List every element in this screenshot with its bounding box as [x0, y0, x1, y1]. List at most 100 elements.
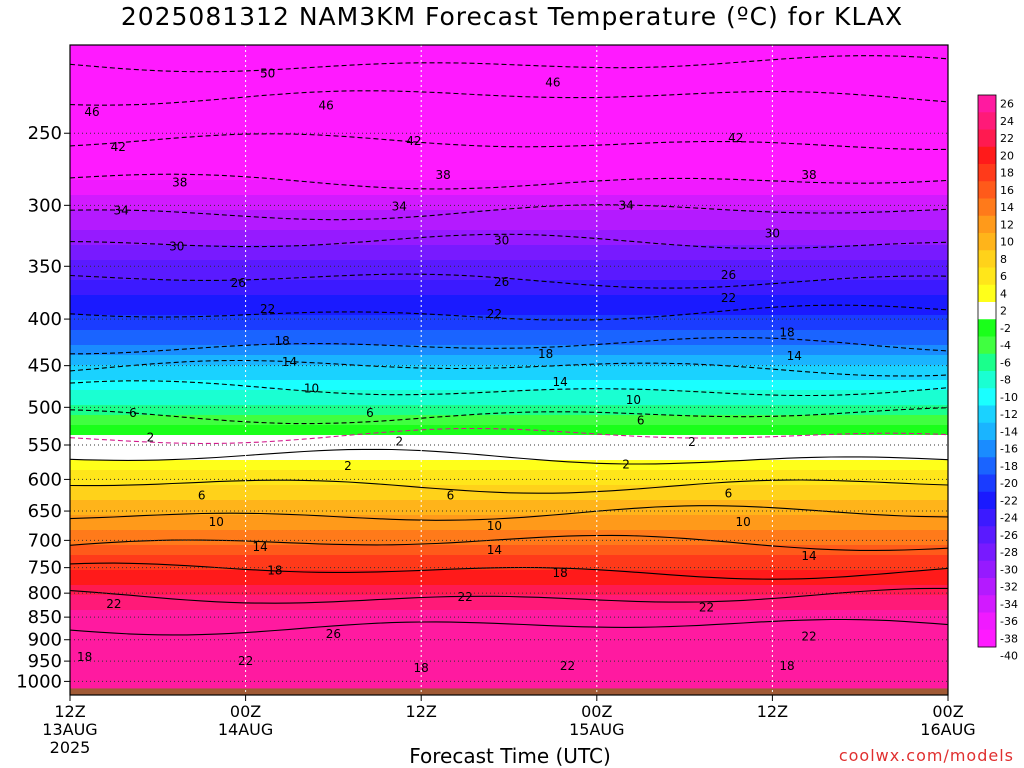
temp-band: [70, 230, 948, 236]
colorbar-label: -36: [1000, 615, 1018, 628]
temp-band: [70, 635, 948, 641]
plot-frame: [69, 44, 949, 696]
temp-band: [70, 215, 948, 221]
x-tick-label: 00Z: [230, 702, 261, 721]
contour-label: 30: [765, 226, 780, 240]
colorbar-label: 6: [1000, 270, 1007, 283]
isotherm-line: [70, 448, 948, 465]
contour-label: 2: [622, 458, 630, 472]
credit-link[interactable]: coolwx.com/models: [838, 746, 1014, 765]
colorbar-label: 12: [1000, 218, 1014, 231]
temp-band: [70, 120, 948, 126]
x-tick-label: 14AUG: [218, 720, 273, 739]
colorbar-swatch: [978, 233, 996, 251]
temp-band: [70, 320, 948, 326]
colorbar-label: -10: [1000, 391, 1018, 404]
temp-band: [70, 530, 948, 536]
chart-title: 2025081312 NAM3KM Forecast Temperature (…: [120, 2, 904, 31]
contour-label: 22: [106, 597, 121, 611]
x-axis-label: Forecast Time (UTC): [409, 744, 611, 768]
temp-band: [70, 550, 948, 556]
temp-band: [70, 205, 948, 211]
isotherm-line: [70, 173, 948, 190]
contour-label: 22: [260, 302, 275, 316]
temp-band: [70, 220, 948, 226]
temp-band: [70, 130, 948, 136]
temp-band: [70, 545, 948, 551]
isotherm-line: [70, 204, 948, 221]
temp-band: [70, 485, 948, 491]
temp-band: [70, 65, 948, 71]
isotherm-line: [70, 562, 948, 580]
colorbar-frame: [977, 94, 997, 648]
temp-band: [70, 465, 948, 471]
temp-band: [70, 375, 948, 381]
isotherm-line: [70, 90, 948, 106]
colorbar-swatch: [978, 457, 996, 475]
contour-label: 18: [275, 334, 290, 348]
temp-band: [70, 595, 948, 601]
colorbar-swatch: [978, 164, 996, 182]
y-tick-label: 750: [28, 558, 62, 579]
colorbar-swatch: [978, 388, 996, 406]
contour-label: 26: [231, 276, 246, 290]
temp-band: [70, 110, 948, 116]
contour-label: 30: [494, 234, 509, 248]
temp-band: [70, 210, 948, 216]
temp-band: [70, 360, 948, 366]
contour-label: 26: [494, 275, 509, 289]
colorbar-label: -40: [1000, 650, 1018, 663]
colorbar-label: -24: [1000, 512, 1018, 525]
temp-band: [70, 410, 948, 416]
contour-label: 6: [366, 406, 374, 420]
temp-band: [70, 45, 948, 51]
temp-band: [70, 425, 948, 431]
temp-band: [70, 285, 948, 291]
colorbar-swatch: [978, 405, 996, 424]
temp-band: [70, 160, 948, 166]
contour-label: 42: [111, 140, 126, 154]
colorbar-swatch: [978, 560, 996, 579]
colorbar-label: -2: [1000, 322, 1011, 335]
temp-band: [70, 575, 948, 581]
colorbar-label: 8: [1000, 253, 1007, 266]
colorbar-swatch: [978, 129, 996, 148]
x-tick-label: 12Z: [757, 702, 788, 721]
contour-label: 2: [688, 435, 696, 449]
temp-band: [70, 60, 948, 66]
temp-band: [70, 185, 948, 191]
contour-label: 26: [721, 268, 736, 282]
isotherm-line: [70, 505, 948, 521]
colorbar-swatch: [978, 198, 996, 217]
contour-label: 34: [114, 204, 129, 218]
temp-band: [70, 590, 948, 596]
temp-band: [70, 340, 948, 346]
isotherm-line: [70, 618, 948, 636]
y-tick-label: 250: [28, 123, 62, 144]
contour-label: 6: [129, 406, 137, 420]
colorbar-swatch: [978, 336, 996, 355]
colorbar-swatch: [978, 284, 996, 303]
y-tick-label: 350: [28, 256, 62, 277]
contour-label: 34: [392, 200, 407, 214]
contour-label: 42: [728, 131, 743, 145]
contour-label: 14: [282, 355, 297, 369]
colorbar-swatch: [978, 509, 996, 527]
x-tick-label: 12Z: [406, 702, 437, 721]
isotherm-line: [70, 55, 948, 73]
colorbar-swatch: [978, 474, 996, 493]
y-tick-label: 800: [28, 583, 62, 604]
temp-band: [70, 95, 948, 101]
temp-band: [70, 450, 948, 456]
temp-band: [70, 445, 948, 451]
x-tick-label: 16AUG: [920, 720, 975, 739]
contour-label: 14: [801, 549, 816, 563]
contour-label: 2: [395, 434, 403, 448]
colorbar-label: 10: [1000, 236, 1014, 249]
temp-band: [70, 150, 948, 156]
temp-band: [70, 140, 948, 146]
colorbar-label: -12: [1000, 408, 1018, 421]
temp-band: [70, 260, 948, 266]
temp-band: [70, 470, 948, 476]
